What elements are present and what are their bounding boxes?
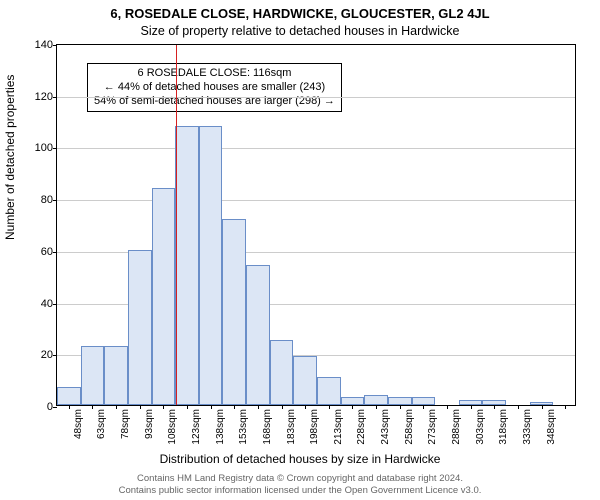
x-tick-mark: [305, 405, 306, 409]
histogram-bar: [388, 397, 412, 405]
histogram-bar: [222, 219, 246, 405]
footer-line1: Contains HM Land Registry data © Crown c…: [0, 473, 600, 484]
y-tick-mark: [53, 97, 57, 98]
x-tick-label: 213sqm: [333, 409, 344, 445]
x-tick-mark: [352, 405, 353, 409]
y-tick-mark: [53, 148, 57, 149]
y-tick-mark: [53, 304, 57, 305]
histogram-bar: [341, 397, 365, 405]
x-tick-mark: [518, 405, 519, 409]
x-tick-label: 288sqm: [451, 409, 462, 445]
y-axis-label: Number of detached properties: [3, 75, 17, 240]
x-tick-mark: [187, 405, 188, 409]
histogram-bar: [199, 126, 223, 405]
chart-subtitle: Size of property relative to detached ho…: [0, 24, 600, 38]
x-tick-mark: [92, 405, 93, 409]
histogram-bar: [270, 340, 294, 405]
x-tick-label: 153sqm: [238, 409, 249, 445]
x-tick-mark: [423, 405, 424, 409]
y-tick-label: 40: [41, 298, 53, 310]
histogram-bar: [317, 377, 341, 405]
histogram-bar: [57, 387, 81, 405]
gridline: [57, 148, 575, 149]
x-tick-mark: [140, 405, 141, 409]
x-tick-mark: [400, 405, 401, 409]
x-tick-label: 348sqm: [546, 409, 557, 445]
histogram-bar: [293, 356, 317, 405]
histogram-bar: [364, 395, 388, 405]
histogram-bar: [152, 188, 176, 405]
infobox-line2: ← 44% of detached houses are smaller (24…: [94, 81, 335, 95]
x-tick-mark: [376, 405, 377, 409]
x-tick-label: 303sqm: [475, 409, 486, 445]
histogram-bar: [246, 265, 270, 405]
x-tick-label: 168sqm: [262, 409, 273, 445]
x-tick-label: 228sqm: [356, 409, 367, 445]
x-tick-label: 258sqm: [404, 409, 415, 445]
x-tick-mark: [282, 405, 283, 409]
x-tick-mark: [542, 405, 543, 409]
chart-plot-area: 6 ROSEDALE CLOSE: 116sqm ← 44% of detach…: [56, 44, 576, 406]
x-tick-label: 333sqm: [522, 409, 533, 445]
footer-line2: Contains public sector information licen…: [0, 485, 600, 496]
y-tick-mark: [53, 200, 57, 201]
x-tick-label: 198sqm: [309, 409, 320, 445]
gridline: [57, 200, 575, 201]
x-tick-mark: [447, 405, 448, 409]
gridline: [57, 97, 575, 98]
x-tick-mark: [163, 405, 164, 409]
x-tick-mark: [471, 405, 472, 409]
histogram-bar: [412, 397, 436, 405]
y-tick-mark: [53, 252, 57, 253]
x-tick-mark: [329, 405, 330, 409]
y-tick-label: 80: [41, 194, 53, 206]
x-tick-label: 123sqm: [191, 409, 202, 445]
y-tick-mark: [53, 355, 57, 356]
y-tick-label: 60: [41, 246, 53, 258]
histogram-bar: [175, 126, 199, 405]
x-tick-label: 108sqm: [167, 409, 178, 445]
x-tick-label: 63sqm: [96, 409, 107, 439]
marker-line: [176, 45, 177, 405]
x-tick-mark: [494, 405, 495, 409]
x-tick-label: 273sqm: [427, 409, 438, 445]
x-tick-label: 93sqm: [144, 409, 155, 439]
histogram-bar: [104, 346, 128, 405]
x-tick-label: 48sqm: [73, 409, 84, 439]
x-tick-label: 243sqm: [380, 409, 391, 445]
y-tick-label: 140: [35, 39, 53, 51]
x-axis-label: Distribution of detached houses by size …: [0, 452, 600, 466]
x-tick-mark: [565, 405, 566, 409]
x-tick-label: 318sqm: [498, 409, 509, 445]
y-tick-label: 120: [35, 91, 53, 103]
infobox-line1: 6 ROSEDALE CLOSE: 116sqm: [94, 67, 335, 81]
info-box: 6 ROSEDALE CLOSE: 116sqm ← 44% of detach…: [87, 63, 342, 112]
y-tick-mark: [53, 407, 57, 408]
y-tick-mark: [53, 45, 57, 46]
x-tick-label: 78sqm: [120, 409, 131, 439]
x-tick-mark: [234, 405, 235, 409]
footer-attribution: Contains HM Land Registry data © Crown c…: [0, 473, 600, 496]
x-tick-label: 183sqm: [286, 409, 297, 445]
y-tick-label: 100: [35, 142, 53, 154]
histogram-bar: [128, 250, 152, 405]
x-tick-mark: [211, 405, 212, 409]
x-tick-mark: [69, 405, 70, 409]
histogram-bar: [81, 346, 105, 405]
x-tick-mark: [116, 405, 117, 409]
chart-title: 6, ROSEDALE CLOSE, HARDWICKE, GLOUCESTER…: [0, 6, 600, 21]
x-tick-mark: [258, 405, 259, 409]
x-tick-label: 138sqm: [215, 409, 226, 445]
y-tick-label: 20: [41, 349, 53, 361]
